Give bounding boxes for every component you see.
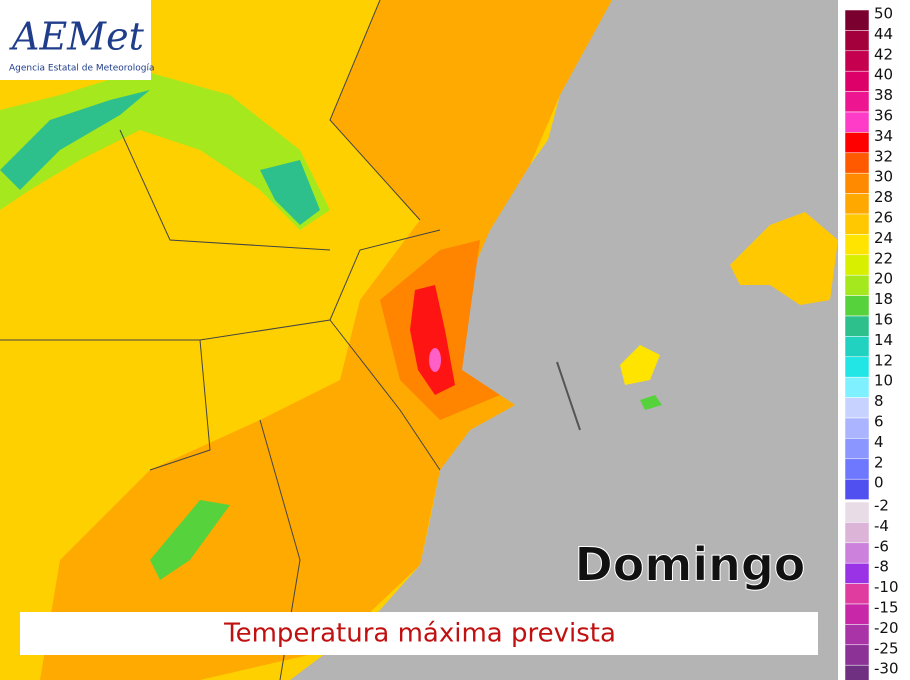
legend-label: 32 (874, 147, 893, 165)
legend-label: 30 (874, 168, 893, 186)
legend-label: 18 (874, 290, 893, 308)
legend-swatch (844, 417, 870, 439)
warm-zone (40, 0, 612, 680)
borders (0, 0, 441, 680)
legend-label: -2 (874, 497, 889, 515)
legend-swatch (844, 234, 870, 256)
legend-label: 4 (874, 433, 884, 451)
legend-label: 28 (874, 188, 893, 206)
legend-label: 10 (874, 372, 893, 390)
legend-swatch (844, 624, 870, 646)
caption-box (20, 612, 818, 655)
legend-label: 26 (874, 209, 893, 227)
legend-swatch (844, 356, 870, 378)
island-formentera (640, 395, 662, 410)
legend-swatch (844, 336, 870, 358)
legend-swatch (844, 274, 870, 296)
legend-label: 34 (874, 127, 893, 145)
cold-zone (0, 90, 320, 225)
logo-subtitle: Agencia Estatal de Meteorología (9, 64, 155, 74)
legend-label: -4 (874, 517, 889, 535)
legend-swatch (844, 397, 870, 419)
logo-box (0, 0, 151, 80)
legend-swatch (844, 172, 870, 194)
legend-label: 2 (874, 453, 884, 471)
legend-label: 20 (874, 270, 893, 288)
legend-swatch (844, 438, 870, 460)
legend-swatch (844, 478, 870, 500)
legend-swatch (844, 152, 870, 174)
legend-swatch (844, 522, 870, 544)
legend-swatch (844, 315, 870, 337)
very-hot-zone (410, 285, 455, 395)
logo-name: AEMet (9, 15, 145, 59)
legend-label: 24 (874, 229, 893, 247)
legend-swatch (844, 295, 870, 317)
legend-label: 14 (874, 331, 893, 349)
caption: Temperatura máxima prevista (223, 619, 616, 649)
legend-swatch (844, 562, 870, 584)
legend-label: -15 (874, 599, 899, 617)
legend-swatch (844, 376, 870, 398)
legend-swatch (844, 254, 870, 276)
legend-swatch (844, 501, 870, 523)
legend-label: 36 (874, 107, 893, 125)
legend-swatch (844, 91, 870, 113)
legend-label: 16 (874, 311, 893, 329)
legend-swatch (844, 70, 870, 92)
cable-line (556, 361, 581, 431)
day-label: Domingo (575, 538, 806, 592)
legend-label: 44 (874, 25, 893, 43)
island-ibiza (620, 345, 660, 385)
legend-swatch (844, 603, 870, 625)
legend: 5044424038363432302826242220181614121086… (844, 5, 899, 680)
legend-swatch (844, 193, 870, 215)
legend-label: -25 (874, 639, 899, 657)
legend-label: 40 (874, 66, 893, 84)
legend-swatch (844, 542, 870, 564)
legend-label: -20 (874, 619, 899, 637)
legend-swatch (844, 583, 870, 605)
peak-zone (429, 348, 441, 372)
legend-label: 42 (874, 45, 893, 63)
legend-label: 38 (874, 86, 893, 104)
legend-label: -10 (874, 578, 899, 596)
legend-label: 12 (874, 351, 893, 369)
legend-label: 6 (874, 413, 884, 431)
legend-swatch (844, 458, 870, 480)
legend-swatch (844, 644, 870, 666)
legend-swatch (844, 213, 870, 235)
legend-swatch (844, 30, 870, 52)
legend-label: -6 (874, 537, 889, 555)
legend-swatch (844, 9, 870, 31)
legend-label: -30 (874, 660, 899, 678)
legend-swatch (844, 50, 870, 72)
mountain-zone (150, 500, 230, 580)
legend-swatch (844, 132, 870, 154)
legend-label: 0 (874, 474, 884, 492)
legend-label: 50 (874, 5, 893, 23)
legend-label: 8 (874, 392, 884, 410)
legend-swatch (844, 111, 870, 133)
legend-label: -8 (874, 558, 889, 576)
island-mallorca (730, 212, 838, 305)
legend-label: 22 (874, 249, 893, 267)
legend-swatch (844, 664, 870, 680)
